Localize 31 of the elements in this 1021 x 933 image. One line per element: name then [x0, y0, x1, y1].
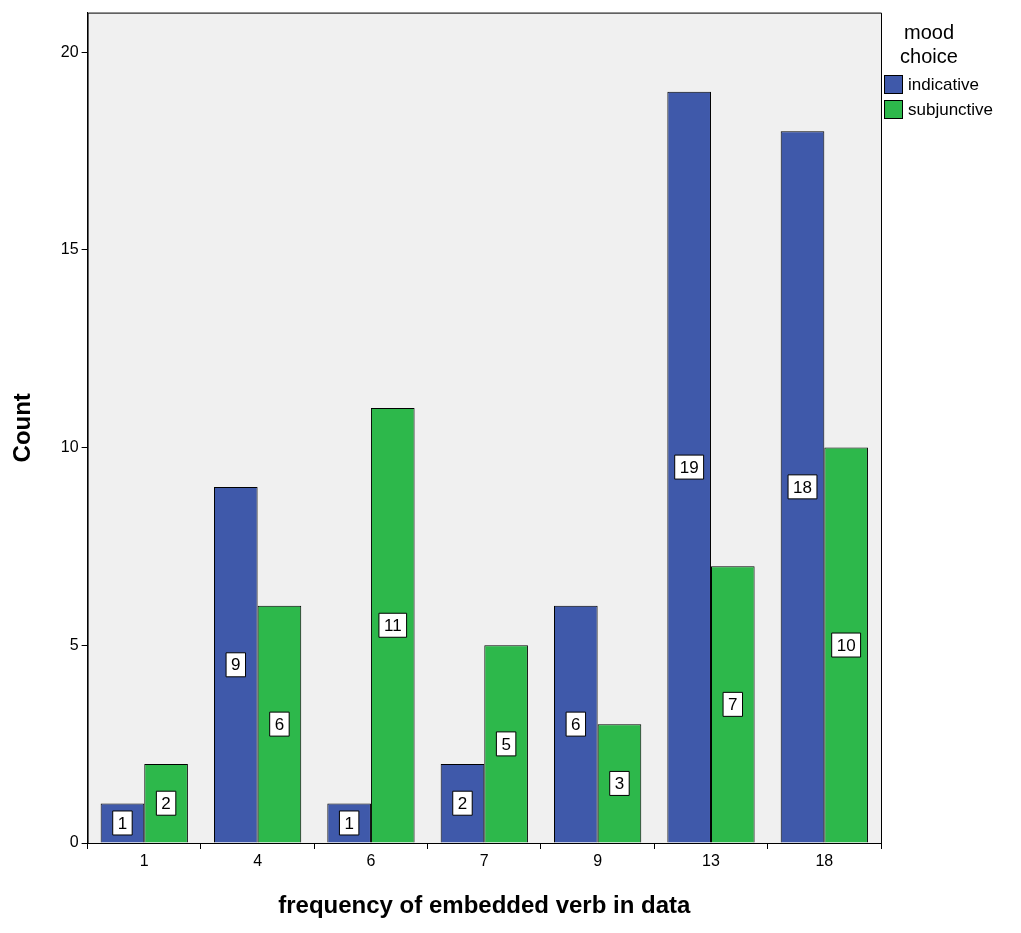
data-label: 9 — [231, 655, 241, 675]
y-tick-label: 5 — [69, 635, 79, 653]
legend-title: mood choice — [899, 20, 959, 68]
y-tick-label: 10 — [60, 437, 79, 455]
data-label: 10 — [836, 635, 856, 655]
data-label: 11 — [383, 615, 402, 635]
x-tick-label: 6 — [366, 852, 376, 870]
x-tick-label: 13 — [702, 852, 720, 870]
x-tick-label: 7 — [479, 852, 489, 870]
data-label: 19 — [679, 457, 699, 477]
x-tick-label: 18 — [815, 852, 834, 870]
data-label: 6 — [274, 714, 285, 734]
y-axis-title: Count — [8, 393, 36, 463]
legend-label: indicative — [908, 74, 979, 95]
x-tick-label: 9 — [593, 852, 603, 870]
y-tick-label: 0 — [69, 833, 79, 851]
data-label: 2 — [161, 793, 171, 813]
x-axis-title: frequency of embedded verb in data — [278, 891, 691, 919]
data-label: 1 — [344, 813, 354, 833]
data-label: 1 — [117, 813, 128, 833]
data-label: 18 — [793, 477, 812, 497]
data-label: 7 — [728, 695, 738, 715]
data-label: 2 — [457, 793, 468, 813]
data-label: 6 — [571, 714, 581, 734]
data-label: 3 — [614, 774, 625, 794]
y-tick-label: 20 — [60, 42, 79, 60]
y-tick-label: 15 — [60, 240, 79, 258]
x-tick-label: 4 — [253, 852, 263, 870]
legend-label: subjunctive — [908, 99, 994, 120]
data-label: 5 — [501, 734, 511, 754]
x-tick-label: 1 — [139, 852, 149, 870]
